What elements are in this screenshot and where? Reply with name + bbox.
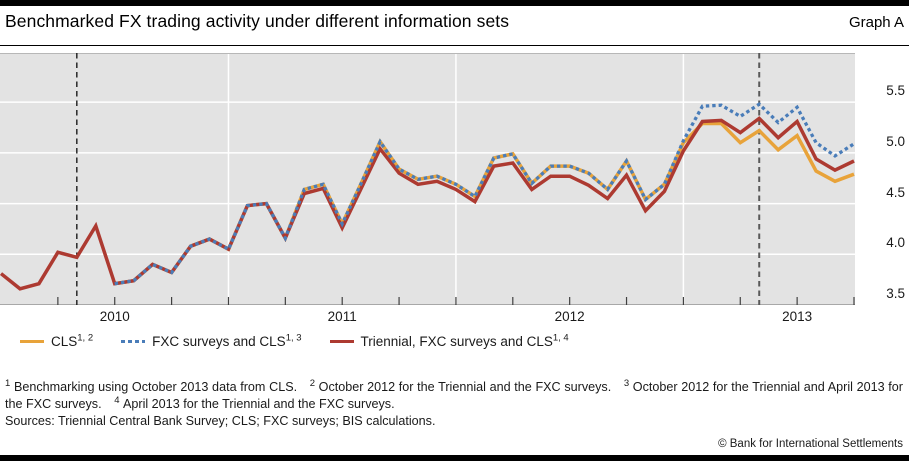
legend-item-cls: CLS1, 2 (20, 332, 94, 349)
solid-line-swatch (329, 339, 354, 344)
top-black-bar (0, 0, 909, 6)
copyright-line: © Bank for International Settlements (718, 438, 903, 450)
fx-activity-chart-plot (0, 53, 855, 305)
legend-footnote-ref: 1, 4 (552, 332, 569, 344)
x-year-label: 2012 (554, 309, 585, 324)
header: Benchmarked FX trading activity under di… (5, 11, 904, 32)
y-tick-label: 5.0 (886, 133, 905, 149)
series-line-triennial-fxc-surveys-and-cls (0, 116, 855, 291)
legend-footnote-ref: 1, 2 (77, 332, 94, 344)
x-year-label: 2010 (99, 309, 130, 324)
page-title: Benchmarked FX trading activity under di… (5, 11, 510, 31)
bottom-black-bar (0, 455, 909, 461)
graph-label: Graph A (848, 14, 904, 31)
y-tick-label: 5.5 (886, 83, 905, 99)
y-tick-label: 4.0 (886, 235, 905, 251)
chart-legend: CLS1, 2 FXC surveys and CLS1, 3 Triennial,… (0, 332, 909, 349)
legend-label: CLS1, 2 (51, 332, 94, 349)
footnote-marker: 1 (5, 377, 11, 389)
legend-label: Triennial, FXC surveys and CLS1, 4 (360, 332, 569, 349)
x-year-label: 2011 (327, 309, 357, 324)
x-year-label: 2013 (782, 309, 813, 324)
series-line-fxc-surveys-and-cls (114, 102, 855, 286)
y-tick-label: 4.5 (886, 184, 905, 200)
sources-line: Sources: Triennial Central Bank Survey; … (5, 414, 436, 428)
chart-canvas (0, 53, 855, 305)
solid-line-swatch (20, 339, 44, 344)
footnote-marker: 3 (623, 377, 630, 389)
footnote-marker: 2 (309, 377, 315, 389)
legend-item-triennial-fxc-surveys-and-cls: Triennial, FXC surveys and CLS1, 4 (329, 332, 569, 349)
dotted-line-swatch (121, 339, 146, 344)
title-rule (0, 45, 909, 46)
legend-label: FXC surveys and CLS1, 3 (152, 332, 302, 349)
footnote-marker: 4 (114, 394, 120, 406)
footnotes: 1 Benchmarking using October 2013 data f… (5, 377, 903, 411)
legend-item-fxc-surveys-and-cls: FXC surveys and CLS1, 3 (121, 332, 302, 349)
legend-footnote-ref: 1, 3 (285, 332, 302, 344)
y-tick-label: 3.5 (886, 286, 905, 301)
